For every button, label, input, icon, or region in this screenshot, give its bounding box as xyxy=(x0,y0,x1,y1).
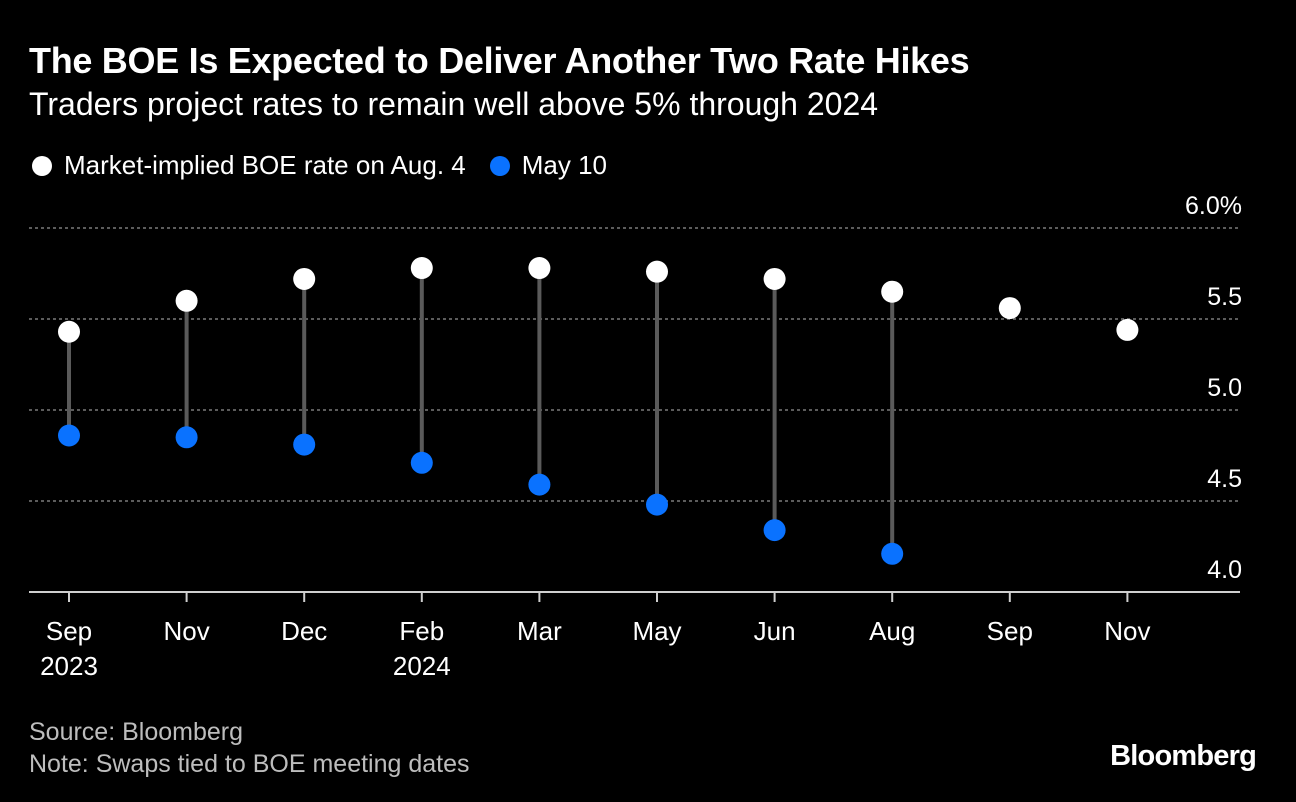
connectors xyxy=(67,268,895,554)
may-10-point xyxy=(58,424,80,447)
x-tick-label: Sep xyxy=(987,616,1033,646)
y-tick-label: 4.0 xyxy=(1207,556,1242,584)
x-tick-label: Mar xyxy=(517,616,562,646)
aug-4-point xyxy=(528,257,551,280)
note-text: Note: Swaps tied to BOE meeting dates xyxy=(29,750,470,778)
bloomberg-logo: Bloomberg xyxy=(1110,740,1257,772)
aug-4-point xyxy=(293,267,316,290)
footer: Source: Bloomberg Note: Swaps tied to BO… xyxy=(29,716,470,780)
legend-label-aug: Market-implied BOE rate on Aug. 4 xyxy=(64,150,466,180)
aug-4-point xyxy=(646,260,668,283)
legend: Market-implied BOE rate on Aug. 4 May 10 xyxy=(32,150,631,181)
may-10-point xyxy=(646,493,668,516)
aug-4-point xyxy=(998,297,1021,320)
may-10-point xyxy=(410,451,433,474)
aug-4-point xyxy=(410,257,433,280)
x-tick-label: May xyxy=(632,616,681,646)
aug-4-point xyxy=(1116,318,1139,341)
may-10-point xyxy=(175,426,198,449)
x-tick-label: Jun xyxy=(754,616,796,646)
y-tick-label: 6.0% xyxy=(1185,192,1242,220)
x-tick-label: Aug xyxy=(869,616,915,646)
legend-swatch-may xyxy=(489,155,510,176)
legend-label-may: May 10 xyxy=(521,150,608,180)
x-tick-label: Nov xyxy=(163,616,209,646)
may-10-point xyxy=(881,542,904,565)
x-tick-year-label: 2024 xyxy=(393,651,451,681)
x-tick-year-label: 2023 xyxy=(40,651,98,681)
legend-swatch-aug xyxy=(32,155,52,176)
gridlines xyxy=(29,227,1240,502)
chart-subtitle: Traders project rates to remain well abo… xyxy=(29,86,879,122)
may-10-point xyxy=(763,519,786,542)
y-axis-ticks: 4.0 4.5 5.0 5.5 6.0% xyxy=(1185,192,1242,584)
may-10-point xyxy=(528,473,551,496)
legend-item-aug: Market-implied BOE rate on Aug. 4 xyxy=(32,150,466,181)
x-tick-label: Feb xyxy=(399,616,444,646)
aug-4-point xyxy=(881,280,904,303)
aug-4-point xyxy=(58,320,80,343)
x-tick-label: Sep xyxy=(46,616,92,646)
aug-4-point xyxy=(175,289,198,312)
source-text: Source: Bloomberg xyxy=(29,718,244,746)
y-tick-label: 5.0 xyxy=(1207,374,1242,402)
may-10-point xyxy=(293,433,316,456)
aug-4-point xyxy=(763,267,786,290)
data-points xyxy=(58,257,1139,565)
x-tick-label: Nov xyxy=(1104,616,1150,646)
y-tick-label: 5.5 xyxy=(1207,283,1242,311)
chart-title: The BOE Is Expected to Deliver Another T… xyxy=(29,40,970,81)
x-tick-label: Dec xyxy=(281,616,327,646)
y-tick-label: 4.5 xyxy=(1207,465,1242,493)
x-axis: Sep 2023 Nov Dec Feb 2024 Mar May Jun Aug Sep Nov xyxy=(29,591,1240,681)
legend-item-may: May 10 xyxy=(489,150,608,181)
